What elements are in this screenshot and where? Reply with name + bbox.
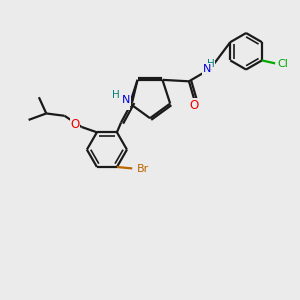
Text: Br: Br (137, 164, 149, 174)
Text: S: S (122, 97, 129, 110)
Text: N: N (202, 64, 211, 74)
Text: Cl: Cl (278, 59, 289, 69)
Text: H: H (112, 91, 120, 100)
Text: H: H (207, 59, 214, 69)
Text: O: O (190, 99, 199, 112)
Text: N: N (122, 95, 130, 106)
Text: O: O (70, 118, 80, 131)
